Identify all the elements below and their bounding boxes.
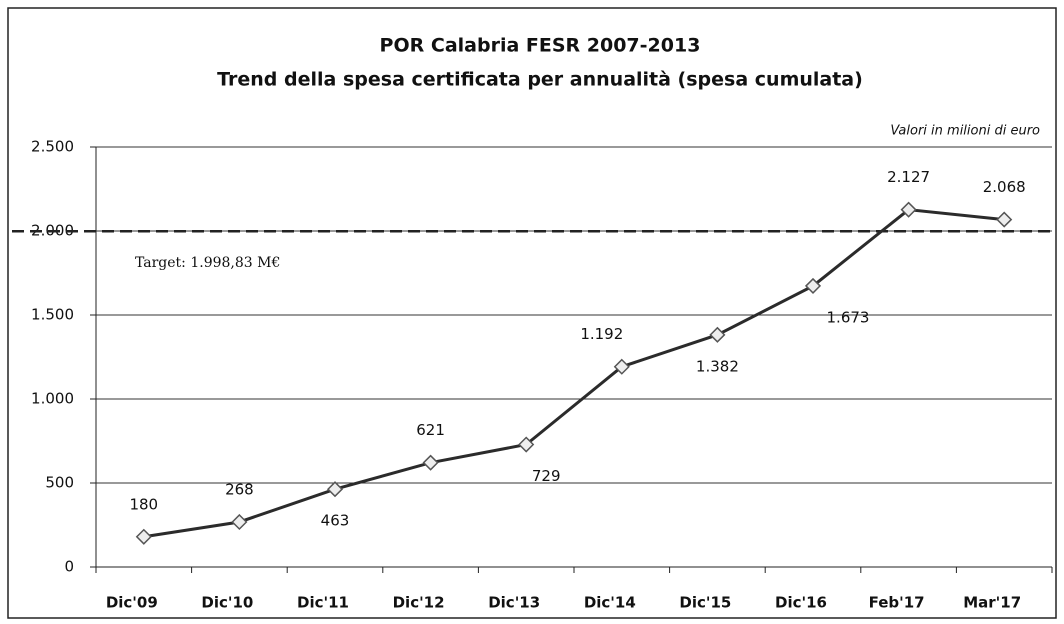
x-tick-label: Dic'09 (106, 594, 158, 612)
data-point (422, 454, 439, 471)
data-point (135, 528, 152, 545)
chart-subtitle: Trend della spesa certificata per annual… (217, 69, 863, 91)
y-tick-label: 1.500 (31, 306, 74, 324)
data-point (613, 358, 630, 375)
chart-frame (7, 7, 1057, 619)
x-tick-label: Dic'13 (488, 594, 540, 612)
data-point (804, 277, 822, 294)
data-point (518, 436, 535, 453)
data-point (900, 201, 917, 218)
data-label: 268 (225, 480, 254, 498)
data-point (326, 481, 344, 498)
data-label: 621 (416, 421, 445, 439)
y-tick-label: 500 (45, 474, 74, 492)
y-tick-label: 2.500 (31, 138, 74, 156)
data-label: 1.192 (580, 325, 623, 343)
x-tick-label: Dic'12 (393, 594, 445, 612)
unit-note: Valori in milioni di euro (890, 124, 1040, 139)
data-line (143, 208, 1005, 539)
x-tick-label: Dic'16 (775, 594, 827, 612)
data-label: 729 (532, 467, 561, 485)
data-label: 463 (321, 512, 350, 530)
x-tick-label: Dic'15 (679, 594, 731, 612)
x-tick-label: Feb'17 (869, 594, 925, 612)
x-tick-label: Mar'17 (963, 594, 1021, 612)
data-label: 1.382 (696, 357, 739, 375)
data-point (709, 326, 726, 343)
data-label: 180 (129, 495, 158, 513)
data-label: 2.068 (983, 178, 1026, 196)
y-tick-label: 0 (64, 558, 74, 576)
data-label: 1.673 (827, 308, 870, 326)
data-point (996, 211, 1013, 228)
x-tick-label: Dic'11 (297, 594, 349, 612)
x-tick-label: Dic'14 (584, 594, 636, 612)
target-label: Target: 1.998,83 M€ (135, 255, 280, 271)
chart-title: POR Calabria FESR 2007-2013 (380, 35, 701, 57)
x-tick-label: Dic'10 (201, 594, 253, 612)
y-tick-label: 1.000 (31, 390, 74, 408)
data-point (231, 513, 248, 531)
data-label: 2.127 (887, 168, 930, 186)
